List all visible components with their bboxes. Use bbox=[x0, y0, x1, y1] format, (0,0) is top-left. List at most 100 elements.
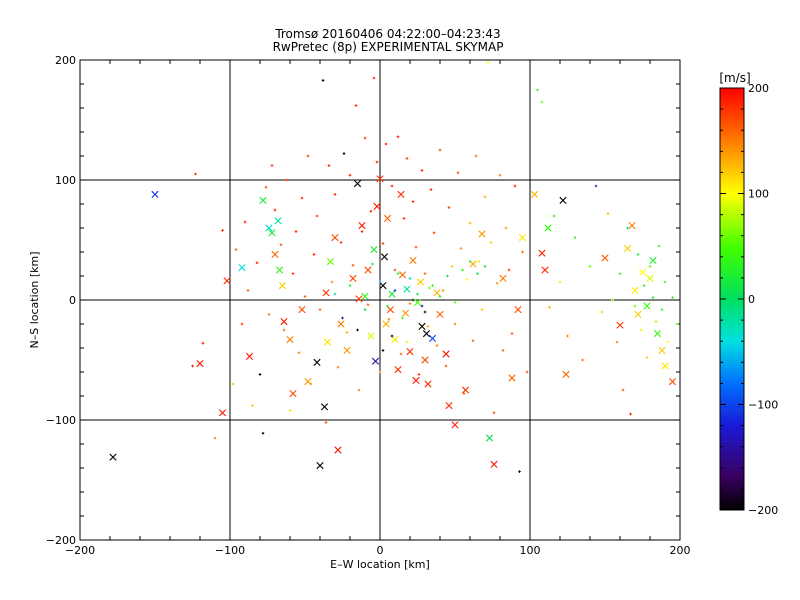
data-point-plus bbox=[633, 304, 637, 308]
data-point-plus bbox=[629, 412, 632, 416]
data-point-plus bbox=[501, 349, 505, 352]
data-point-plus bbox=[378, 280, 382, 284]
x-tick-label: 200 bbox=[670, 544, 691, 557]
data-point-cross bbox=[274, 217, 282, 225]
data-point-plus bbox=[666, 340, 670, 344]
data-point-plus bbox=[356, 328, 359, 332]
data-point-cross bbox=[238, 264, 246, 272]
data-point-plus bbox=[381, 349, 385, 352]
y-tick-label: 200 bbox=[55, 54, 76, 67]
data-point-cross bbox=[334, 446, 342, 454]
y-tick-label: 0 bbox=[69, 294, 76, 307]
data-point-plus bbox=[405, 340, 409, 344]
data-point-cross bbox=[424, 380, 432, 388]
data-point-plus bbox=[426, 325, 430, 328]
data-point-cross bbox=[485, 434, 494, 442]
x-tick-label: −100 bbox=[215, 544, 245, 557]
data-point-plus bbox=[396, 272, 400, 275]
data-point-cross bbox=[518, 234, 527, 242]
data-point-plus bbox=[336, 365, 340, 369]
data-point-plus bbox=[480, 308, 484, 311]
data-point-plus bbox=[548, 305, 551, 309]
data-point-plus bbox=[660, 308, 664, 311]
data-point-plus bbox=[386, 304, 389, 308]
data-point-plus bbox=[306, 154, 310, 158]
data-point-plus bbox=[588, 265, 592, 268]
data-point-cross bbox=[562, 370, 570, 378]
data-point-cross bbox=[623, 244, 632, 252]
data-point-cross bbox=[394, 366, 402, 374]
data-point-plus bbox=[456, 171, 460, 175]
data-point-plus bbox=[221, 229, 224, 232]
data-point-cross bbox=[386, 306, 395, 314]
data-point-plus bbox=[288, 409, 292, 412]
grid-lines bbox=[80, 60, 680, 540]
data-point-cross bbox=[541, 266, 549, 274]
data-point-cross bbox=[323, 338, 332, 346]
data-point-plus bbox=[372, 76, 376, 80]
data-point-plus bbox=[507, 268, 511, 272]
data-points bbox=[109, 61, 679, 473]
data-point-plus bbox=[345, 331, 349, 334]
data-point-plus bbox=[273, 208, 277, 212]
data-point-plus bbox=[294, 230, 298, 233]
data-point-plus bbox=[639, 328, 643, 332]
chart-title: Tromsø 20160406 04:22:00–04:23:43 bbox=[274, 27, 500, 41]
data-point-cross bbox=[265, 224, 273, 232]
data-point-plus bbox=[324, 421, 328, 424]
data-point-cross bbox=[379, 282, 387, 290]
data-point-plus bbox=[444, 364, 448, 368]
data-point-cross bbox=[416, 278, 425, 286]
data-point-plus bbox=[297, 351, 301, 355]
data-point-plus bbox=[255, 261, 259, 265]
data-point-cross bbox=[371, 357, 380, 365]
y-tick-label: −100 bbox=[46, 414, 76, 427]
data-point-cross bbox=[413, 298, 422, 306]
data-point-plus bbox=[431, 284, 434, 287]
data-point-plus bbox=[536, 88, 539, 92]
data-point-plus bbox=[194, 172, 197, 176]
data-point-plus bbox=[378, 370, 382, 374]
data-point-cross bbox=[658, 346, 666, 354]
data-point-plus bbox=[486, 61, 490, 64]
data-point-plus bbox=[371, 262, 374, 266]
data-point-cross bbox=[412, 376, 420, 384]
data-point-cross bbox=[245, 352, 254, 360]
data-point-plus bbox=[416, 292, 419, 296]
data-point-plus bbox=[498, 173, 502, 177]
data-point-cross bbox=[364, 266, 372, 274]
data-point-plus bbox=[348, 284, 352, 287]
data-point-plus bbox=[618, 272, 622, 275]
data-point-plus bbox=[420, 169, 424, 172]
data-point-plus bbox=[327, 164, 331, 167]
data-point-plus bbox=[315, 214, 319, 218]
colorbar-tick-label: 100 bbox=[748, 188, 769, 201]
data-point-cross bbox=[223, 277, 231, 285]
data-point-cross bbox=[409, 256, 417, 264]
data-point-plus bbox=[615, 340, 619, 344]
data-point-plus bbox=[581, 358, 584, 362]
data-point-cross bbox=[337, 320, 345, 328]
data-point-plus bbox=[671, 296, 674, 299]
data-point-cross bbox=[616, 321, 624, 329]
data-point-plus bbox=[243, 220, 247, 224]
data-point-plus bbox=[462, 392, 466, 395]
data-point-cross bbox=[530, 190, 539, 198]
data-point-plus bbox=[339, 241, 343, 244]
data-point-cross bbox=[508, 374, 516, 382]
data-point-cross bbox=[436, 310, 444, 318]
data-point-cross bbox=[353, 180, 362, 188]
data-point-plus bbox=[594, 184, 598, 188]
data-point-plus bbox=[447, 206, 451, 209]
data-point-plus bbox=[483, 265, 487, 268]
y-tick-label: 100 bbox=[55, 174, 76, 187]
data-point-cross bbox=[331, 234, 339, 242]
data-point-cross bbox=[422, 330, 431, 338]
data-point-plus bbox=[321, 79, 325, 82]
data-point-plus bbox=[390, 184, 394, 188]
data-point-plus bbox=[657, 244, 661, 248]
data-point-plus bbox=[300, 196, 304, 200]
data-point-plus bbox=[513, 184, 517, 188]
data-point-plus bbox=[518, 470, 521, 473]
